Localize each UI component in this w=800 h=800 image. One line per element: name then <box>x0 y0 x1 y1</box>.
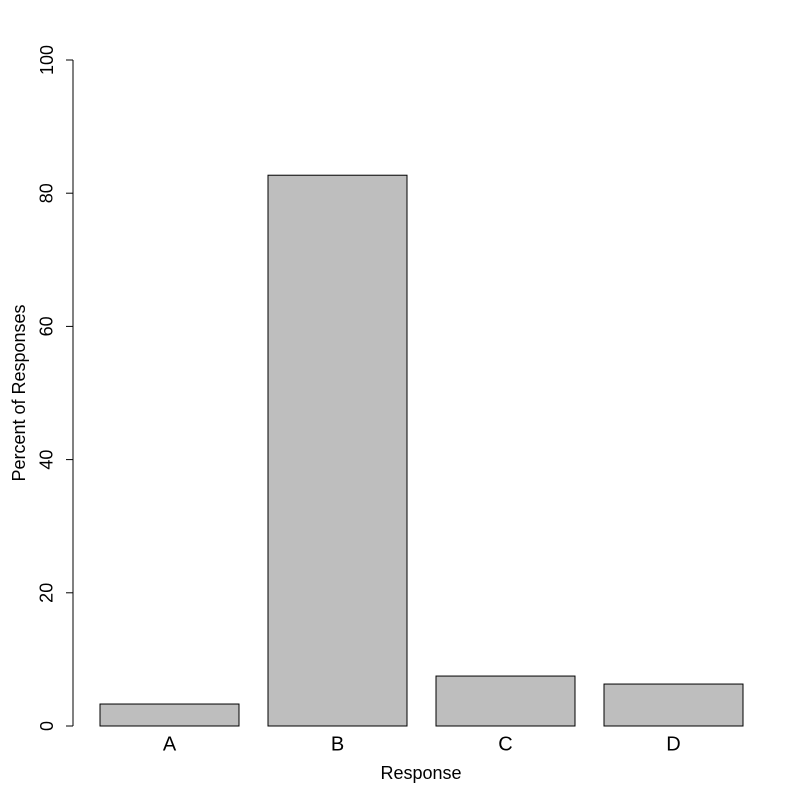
bar <box>603 683 744 727</box>
y-tick-label: 20 <box>37 583 57 603</box>
y-axis-label: Percent of Responses <box>9 304 29 481</box>
y-tick-label: 40 <box>37 450 57 470</box>
x-tick-label: D <box>666 733 680 755</box>
y-tick-label: 60 <box>37 316 57 336</box>
y-tick-label: 0 <box>37 721 57 731</box>
y-tick-label: 80 <box>37 183 57 203</box>
bar <box>99 703 240 727</box>
x-axis-label: Response <box>380 763 461 783</box>
x-tick-label: C <box>498 733 512 755</box>
bar <box>267 174 408 727</box>
y-tick-label: 100 <box>37 45 57 75</box>
x-tick-label: B <box>331 733 344 755</box>
bar <box>435 675 576 727</box>
x-tick-label: A <box>163 733 177 755</box>
